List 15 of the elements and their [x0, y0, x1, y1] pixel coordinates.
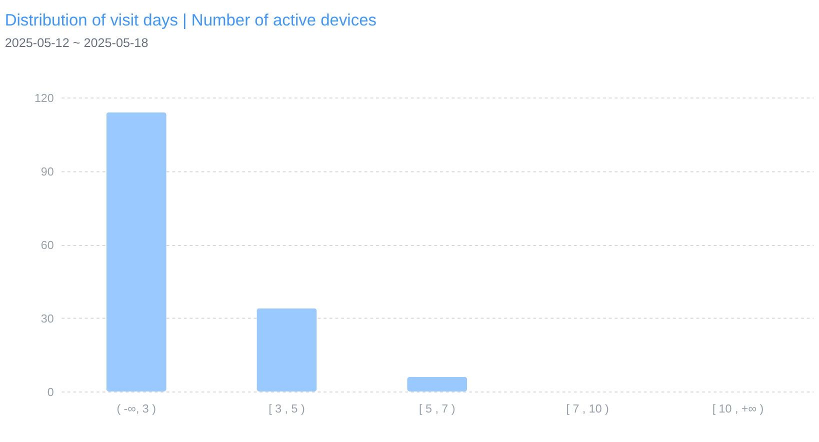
x-tick-label: [ 3 , 5 ) — [268, 402, 305, 416]
y-tick-label: 120 — [34, 92, 54, 105]
y-tick-label: 0 — [47, 386, 54, 399]
bar — [106, 112, 166, 392]
bar — [407, 376, 468, 392]
x-tick-label: [ 10 , +∞ ) — [712, 402, 764, 416]
chart-title: Distribution of visit days | Number of active devices — [4, 12, 377, 30]
y-tick-label: 60 — [40, 238, 54, 252]
x-tick-label: ( -∞, 3 ) — [116, 402, 156, 416]
x-tick-label: [ 5 , 7 ) — [419, 402, 456, 416]
chart-subtitle: 2025-05-12 ~ 2025-05-18 — [4, 36, 148, 50]
y-tick-label: 90 — [40, 165, 54, 178]
x-tick-label: [ 7 , 10 ) — [566, 402, 610, 416]
bar — [256, 308, 317, 392]
y-tick-label: 30 — [40, 312, 54, 326]
